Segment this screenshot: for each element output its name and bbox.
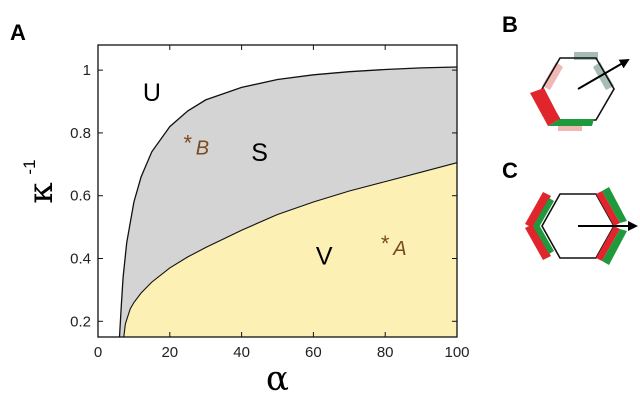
y-tick-label: 0.8	[70, 125, 91, 142]
panel-label-b: B	[502, 12, 518, 37]
x-tick-label: 80	[377, 344, 394, 361]
y-tick-label: 0.6	[70, 188, 91, 205]
point-marker-a: *	[381, 231, 390, 256]
diagram-c-red-right-upper	[596, 191, 620, 226]
point-label-a: A	[392, 238, 406, 260]
diagram-b-arrow	[577, 58, 630, 90]
x-tick-label: 100	[444, 344, 469, 361]
marked-points: * A* B	[183, 130, 406, 259]
y-tick-label: 0.4	[70, 251, 91, 268]
point-marker-b: *	[183, 130, 192, 155]
x-axis-label: α	[266, 359, 289, 398]
x-tick-label: 20	[161, 344, 178, 361]
panel-label-c: C	[502, 158, 518, 183]
diagram-b	[530, 52, 630, 131]
upper-boundary-line	[118, 66, 458, 338]
diagram-c-red-right-lower	[596, 226, 620, 261]
x-tick-label: 40	[233, 344, 250, 361]
y-tick-label: 1	[83, 62, 91, 79]
diagram-b-shade-left	[542, 62, 563, 90]
axis-ticks: 0 20 40 60 80 100 0.2 0.4 0.6 0.8 1	[70, 45, 470, 361]
diagram-c-red-left-upper	[525, 192, 551, 228]
diagram-c-green-right-upper	[602, 187, 627, 223]
plot-frame	[97, 44, 458, 338]
diagram-c-green-left-upper	[533, 198, 554, 229]
diagram-b-shade-right	[593, 62, 614, 90]
region-labels: U S V	[143, 79, 333, 270]
x-tick-label: 0	[94, 344, 102, 361]
panel-label-a: A	[10, 20, 26, 45]
diagram-c-green-right-lower	[602, 229, 627, 265]
y-tick-label: 0.2	[70, 313, 91, 330]
y-axis-label-main: κ	[21, 182, 61, 203]
y-axis-label-superscript: -1	[20, 159, 39, 174]
diagram-c-red-left-lower	[525, 224, 551, 260]
region-label-v: V	[316, 242, 333, 270]
point-label-b: B	[196, 137, 209, 159]
diagram-c-green-left-lower	[533, 223, 554, 254]
region-label-s: S	[251, 139, 268, 167]
x-tick-label: 60	[305, 344, 322, 361]
region-label-u: U	[143, 79, 161, 107]
lower-boundary-line	[123, 162, 458, 338]
diagram-c	[525, 187, 638, 265]
y-axis-label: κ -1	[20, 159, 61, 203]
diagram-b-green-edge	[548, 119, 594, 126]
diagram-b-red-edge	[530, 88, 560, 126]
region-v-fill	[123, 162, 458, 337]
region-s-fill	[119, 67, 457, 337]
